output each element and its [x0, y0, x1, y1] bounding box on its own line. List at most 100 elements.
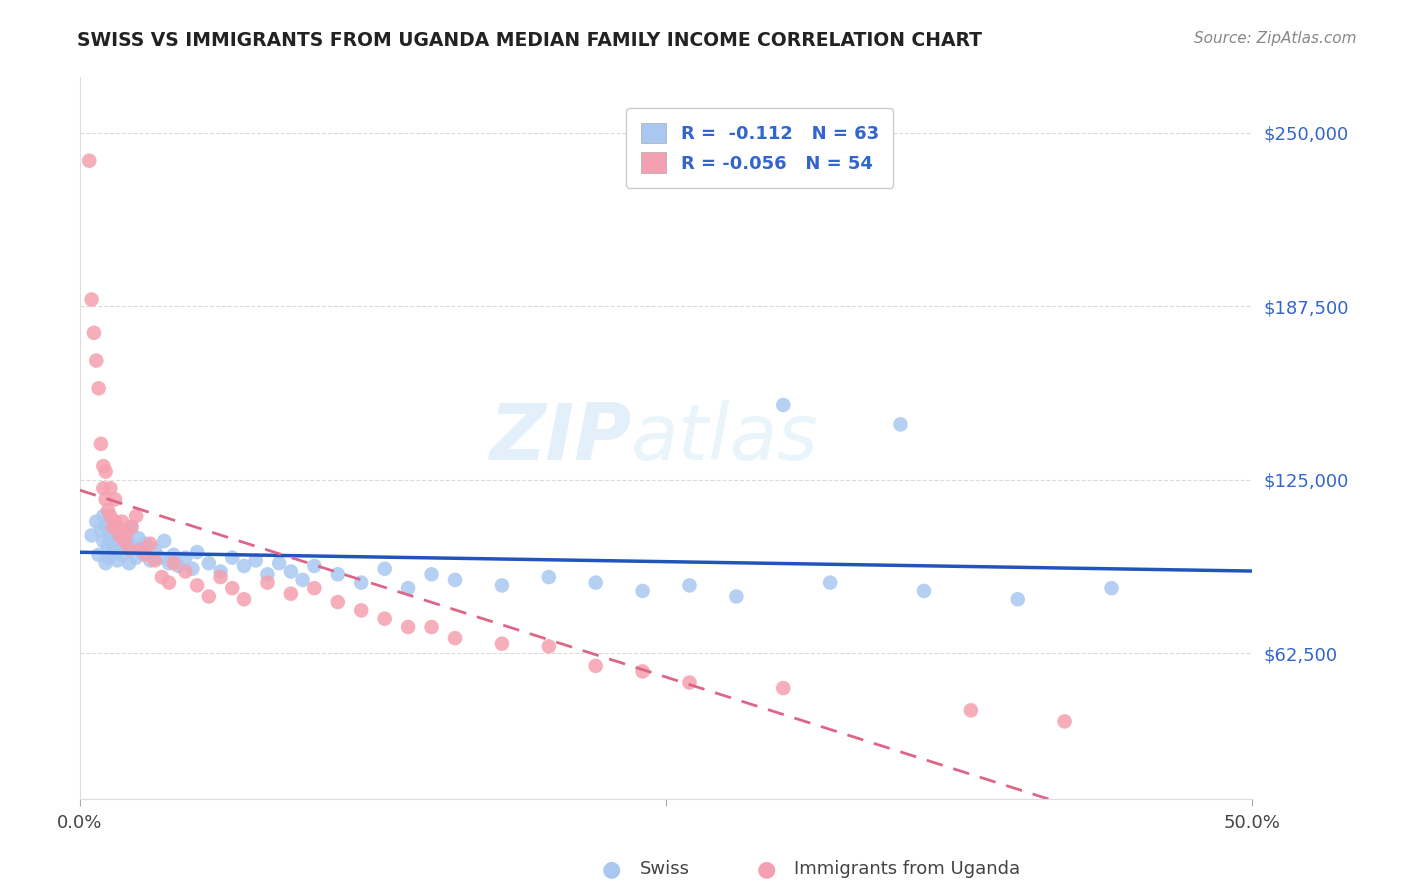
Point: [91, 508, 114, 523]
Point: [491, 578, 513, 592]
Point: [256, 567, 278, 582]
Point: [163, 548, 186, 562]
Point: [101, 520, 124, 534]
Point: [209, 565, 232, 579]
Text: ●: ●: [756, 859, 776, 879]
Point: [90, 437, 112, 451]
Text: atlas: atlas: [631, 401, 818, 476]
Point: [134, 548, 156, 562]
Point: [186, 545, 208, 559]
Point: [444, 631, 467, 645]
Text: Swiss: Swiss: [640, 860, 690, 878]
Point: [269, 556, 291, 570]
Point: [912, 583, 935, 598]
Point: [326, 567, 349, 582]
Point: [139, 553, 162, 567]
Point: [129, 545, 152, 559]
Point: [97, 503, 120, 517]
Point: [104, 537, 127, 551]
Point: [80, 528, 103, 542]
Point: [125, 508, 148, 523]
Point: [256, 575, 278, 590]
Point: [108, 542, 131, 557]
Point: [350, 575, 373, 590]
Point: [127, 531, 149, 545]
Point: [167, 558, 190, 573]
Point: [104, 492, 127, 507]
Point: [396, 581, 419, 595]
Point: [209, 570, 232, 584]
Point: [491, 637, 513, 651]
Point: [91, 533, 114, 548]
Point: [83, 326, 105, 340]
Point: [84, 515, 107, 529]
Point: [233, 592, 256, 607]
Point: [150, 570, 173, 584]
Point: [889, 417, 911, 432]
Point: [1053, 714, 1076, 729]
Point: [94, 556, 117, 570]
Point: [198, 590, 221, 604]
Point: [280, 565, 302, 579]
Point: [157, 575, 180, 590]
Point: [122, 540, 145, 554]
Point: [245, 553, 267, 567]
Point: [326, 595, 349, 609]
Point: [149, 550, 172, 565]
Point: [129, 542, 152, 557]
Point: [537, 570, 560, 584]
Point: [585, 659, 607, 673]
Point: [291, 573, 314, 587]
Point: [77, 153, 100, 168]
Point: [105, 553, 128, 567]
Point: [444, 573, 467, 587]
Point: [125, 550, 148, 565]
Point: [111, 548, 134, 562]
Point: [98, 508, 121, 523]
Point: [98, 481, 121, 495]
Point: [120, 520, 142, 534]
Point: [118, 556, 141, 570]
Point: [111, 515, 134, 529]
Point: [304, 581, 326, 595]
Point: [221, 581, 243, 595]
Point: [105, 520, 128, 534]
Point: [280, 587, 302, 601]
Point: [90, 523, 112, 537]
Point: [87, 548, 110, 562]
Point: [104, 525, 127, 540]
Point: [374, 562, 396, 576]
Point: [960, 703, 983, 717]
Text: Source: ZipAtlas.com: Source: ZipAtlas.com: [1194, 31, 1357, 46]
Point: [87, 381, 110, 395]
Point: [94, 492, 117, 507]
Point: [143, 542, 166, 557]
Point: [420, 567, 443, 582]
Point: [91, 481, 114, 495]
Point: [678, 578, 700, 592]
Point: [153, 533, 176, 548]
Point: [157, 556, 180, 570]
Point: [420, 620, 443, 634]
Point: [772, 398, 794, 412]
Point: [350, 603, 373, 617]
Point: [233, 558, 256, 573]
Point: [94, 465, 117, 479]
Point: [396, 620, 419, 634]
Point: [198, 556, 221, 570]
Text: Immigrants from Uganda: Immigrants from Uganda: [794, 860, 1021, 878]
Point: [1101, 581, 1123, 595]
Point: [134, 537, 156, 551]
Point: [631, 583, 654, 598]
Point: [118, 542, 141, 557]
Point: [115, 533, 138, 548]
Point: [772, 681, 794, 695]
Point: [97, 540, 120, 554]
Point: [1007, 592, 1029, 607]
Point: [818, 575, 841, 590]
Point: [104, 515, 127, 529]
Point: [84, 353, 107, 368]
Point: [139, 537, 162, 551]
Point: [585, 575, 607, 590]
Text: ZIP: ZIP: [489, 401, 631, 476]
